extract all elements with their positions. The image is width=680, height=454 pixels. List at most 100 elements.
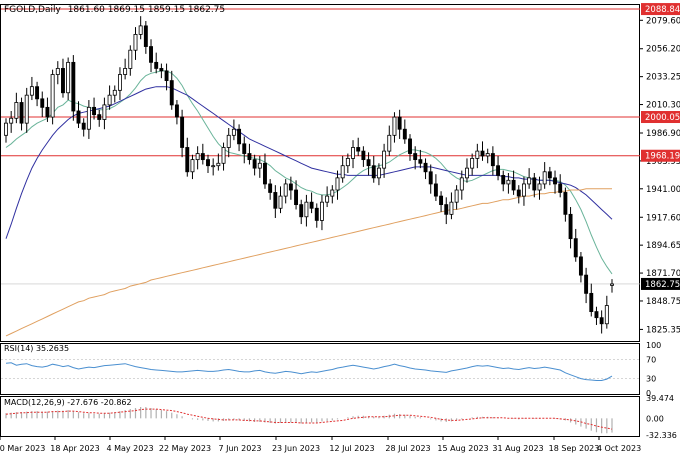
candle-body: [107, 94, 112, 106]
candle-body: [247, 153, 252, 161]
candle-body: [319, 201, 324, 221]
x-tick-label: 12 Jul 2023: [329, 444, 374, 453]
rsi-tick-label: 0: [646, 389, 651, 398]
candle-body: [159, 68, 164, 72]
candle-body: [117, 74, 122, 91]
rsi-frame: [0, 343, 640, 395]
candle-body: [413, 153, 418, 161]
candle-body: [558, 183, 563, 193]
candle-body: [345, 158, 350, 167]
macd-frame: [0, 396, 640, 437]
level-label-bg: [641, 111, 680, 124]
candle-body: [252, 159, 257, 169]
candle-body: [283, 183, 288, 197]
price-frame: [0, 4, 640, 342]
candle-body: [92, 106, 97, 116]
x-tick-label: 31 Aug 2023: [492, 444, 543, 453]
candle-body: [221, 147, 226, 164]
rsi-line: [5, 362, 613, 381]
price-tick-label: 1894.65: [646, 241, 680, 251]
candle-body: [304, 201, 309, 218]
price-tick-label: 2033.25: [646, 73, 680, 83]
candle-body: [568, 213, 573, 240]
x-tick-label: 15 Aug 2023: [437, 444, 488, 453]
x-tick-label: 4 Oct 2023: [597, 444, 641, 453]
candle-body: [454, 189, 459, 203]
candle-body: [226, 134, 231, 148]
candle-body: [376, 167, 381, 179]
candle-body: [24, 94, 29, 124]
candle-body: [356, 147, 361, 152]
candle-body: [71, 61, 76, 112]
candle-body: [599, 317, 604, 325]
candle-body: [66, 61, 71, 94]
candle-body: [288, 183, 293, 191]
candle-body: [340, 165, 345, 179]
candle-body: [361, 150, 366, 161]
candle-body: [423, 162, 428, 173]
moving-average-line: [5, 70, 613, 275]
candle-body: [382, 150, 387, 169]
candle-body: [553, 177, 557, 185]
candle-body: [231, 128, 236, 136]
macd-tick-label: 0.00: [646, 414, 664, 423]
price-tick-label: 2010.30: [646, 101, 680, 111]
candle-body: [428, 171, 433, 185]
candle-body: [263, 162, 267, 185]
candle-body: [174, 104, 179, 118]
candle-body: [138, 25, 143, 35]
macd-tick-label: 39.474: [646, 394, 674, 403]
candle-body: [387, 134, 392, 152]
candle-body: [133, 33, 138, 51]
candle-body: [392, 116, 397, 136]
level-label-bg: [641, 3, 680, 16]
candle-body: [506, 179, 511, 185]
price-tick-label: 1917.60: [646, 213, 680, 223]
x-tick-label: 18 Apr 2023: [50, 444, 99, 453]
ohlc-values: 1861.60 1869.15 1859.15 1862.75: [68, 5, 225, 15]
candle-body: [511, 179, 516, 191]
candle-body: [143, 25, 148, 47]
rsi-panel: 100 70 30 0: [0, 341, 661, 398]
price-tick-label: 1941.00: [646, 185, 680, 195]
candle-body: [439, 195, 444, 206]
candle-body: [76, 110, 81, 124]
candle-body: [335, 177, 340, 191]
candle-body: [299, 204, 304, 218]
candle-body: [475, 150, 480, 159]
candle-body: [123, 68, 128, 75]
candle-body: [496, 165, 501, 176]
candle-body: [180, 116, 185, 148]
candle-body: [366, 159, 371, 167]
x-tick-label: 23 Jun 2023: [272, 444, 320, 453]
candle-body: [397, 116, 402, 130]
candle-body: [485, 153, 490, 157]
candle-body: [532, 177, 537, 191]
candle-body: [325, 195, 330, 203]
candle-body: [112, 89, 117, 96]
candle-body: [314, 207, 319, 221]
level-label: 2000.05: [645, 113, 680, 123]
candle-body: [35, 86, 40, 100]
candle-body: [444, 204, 449, 215]
candle-body: [237, 128, 242, 145]
price-tick-label: 1825.35: [646, 325, 680, 335]
candle-body: [154, 61, 159, 69]
candle-body: [537, 183, 542, 191]
candle-body: [449, 201, 454, 215]
candle-body: [242, 143, 247, 154]
level-label: 1968.19: [645, 152, 680, 162]
macd-label: MACD(12,26,9) -27.676 -20.862: [4, 398, 132, 407]
candle-body: [418, 159, 423, 164]
candle-body: [527, 177, 532, 185]
candle-body: [584, 274, 589, 294]
price-tick-label: 1848.75: [646, 297, 680, 307]
x-tick-label: 30 Mar 2023: [0, 444, 45, 453]
candle-body: [371, 165, 376, 179]
moving-average-line: [5, 86, 613, 239]
candle-body: [604, 305, 609, 325]
candle-body: [149, 46, 153, 63]
candle-body: [501, 175, 506, 185]
candle-body: [29, 86, 34, 96]
price-panel: 2079.60 2056.20 2033.25 2010.30 1986.90 1963.…: [0, 3, 680, 342]
